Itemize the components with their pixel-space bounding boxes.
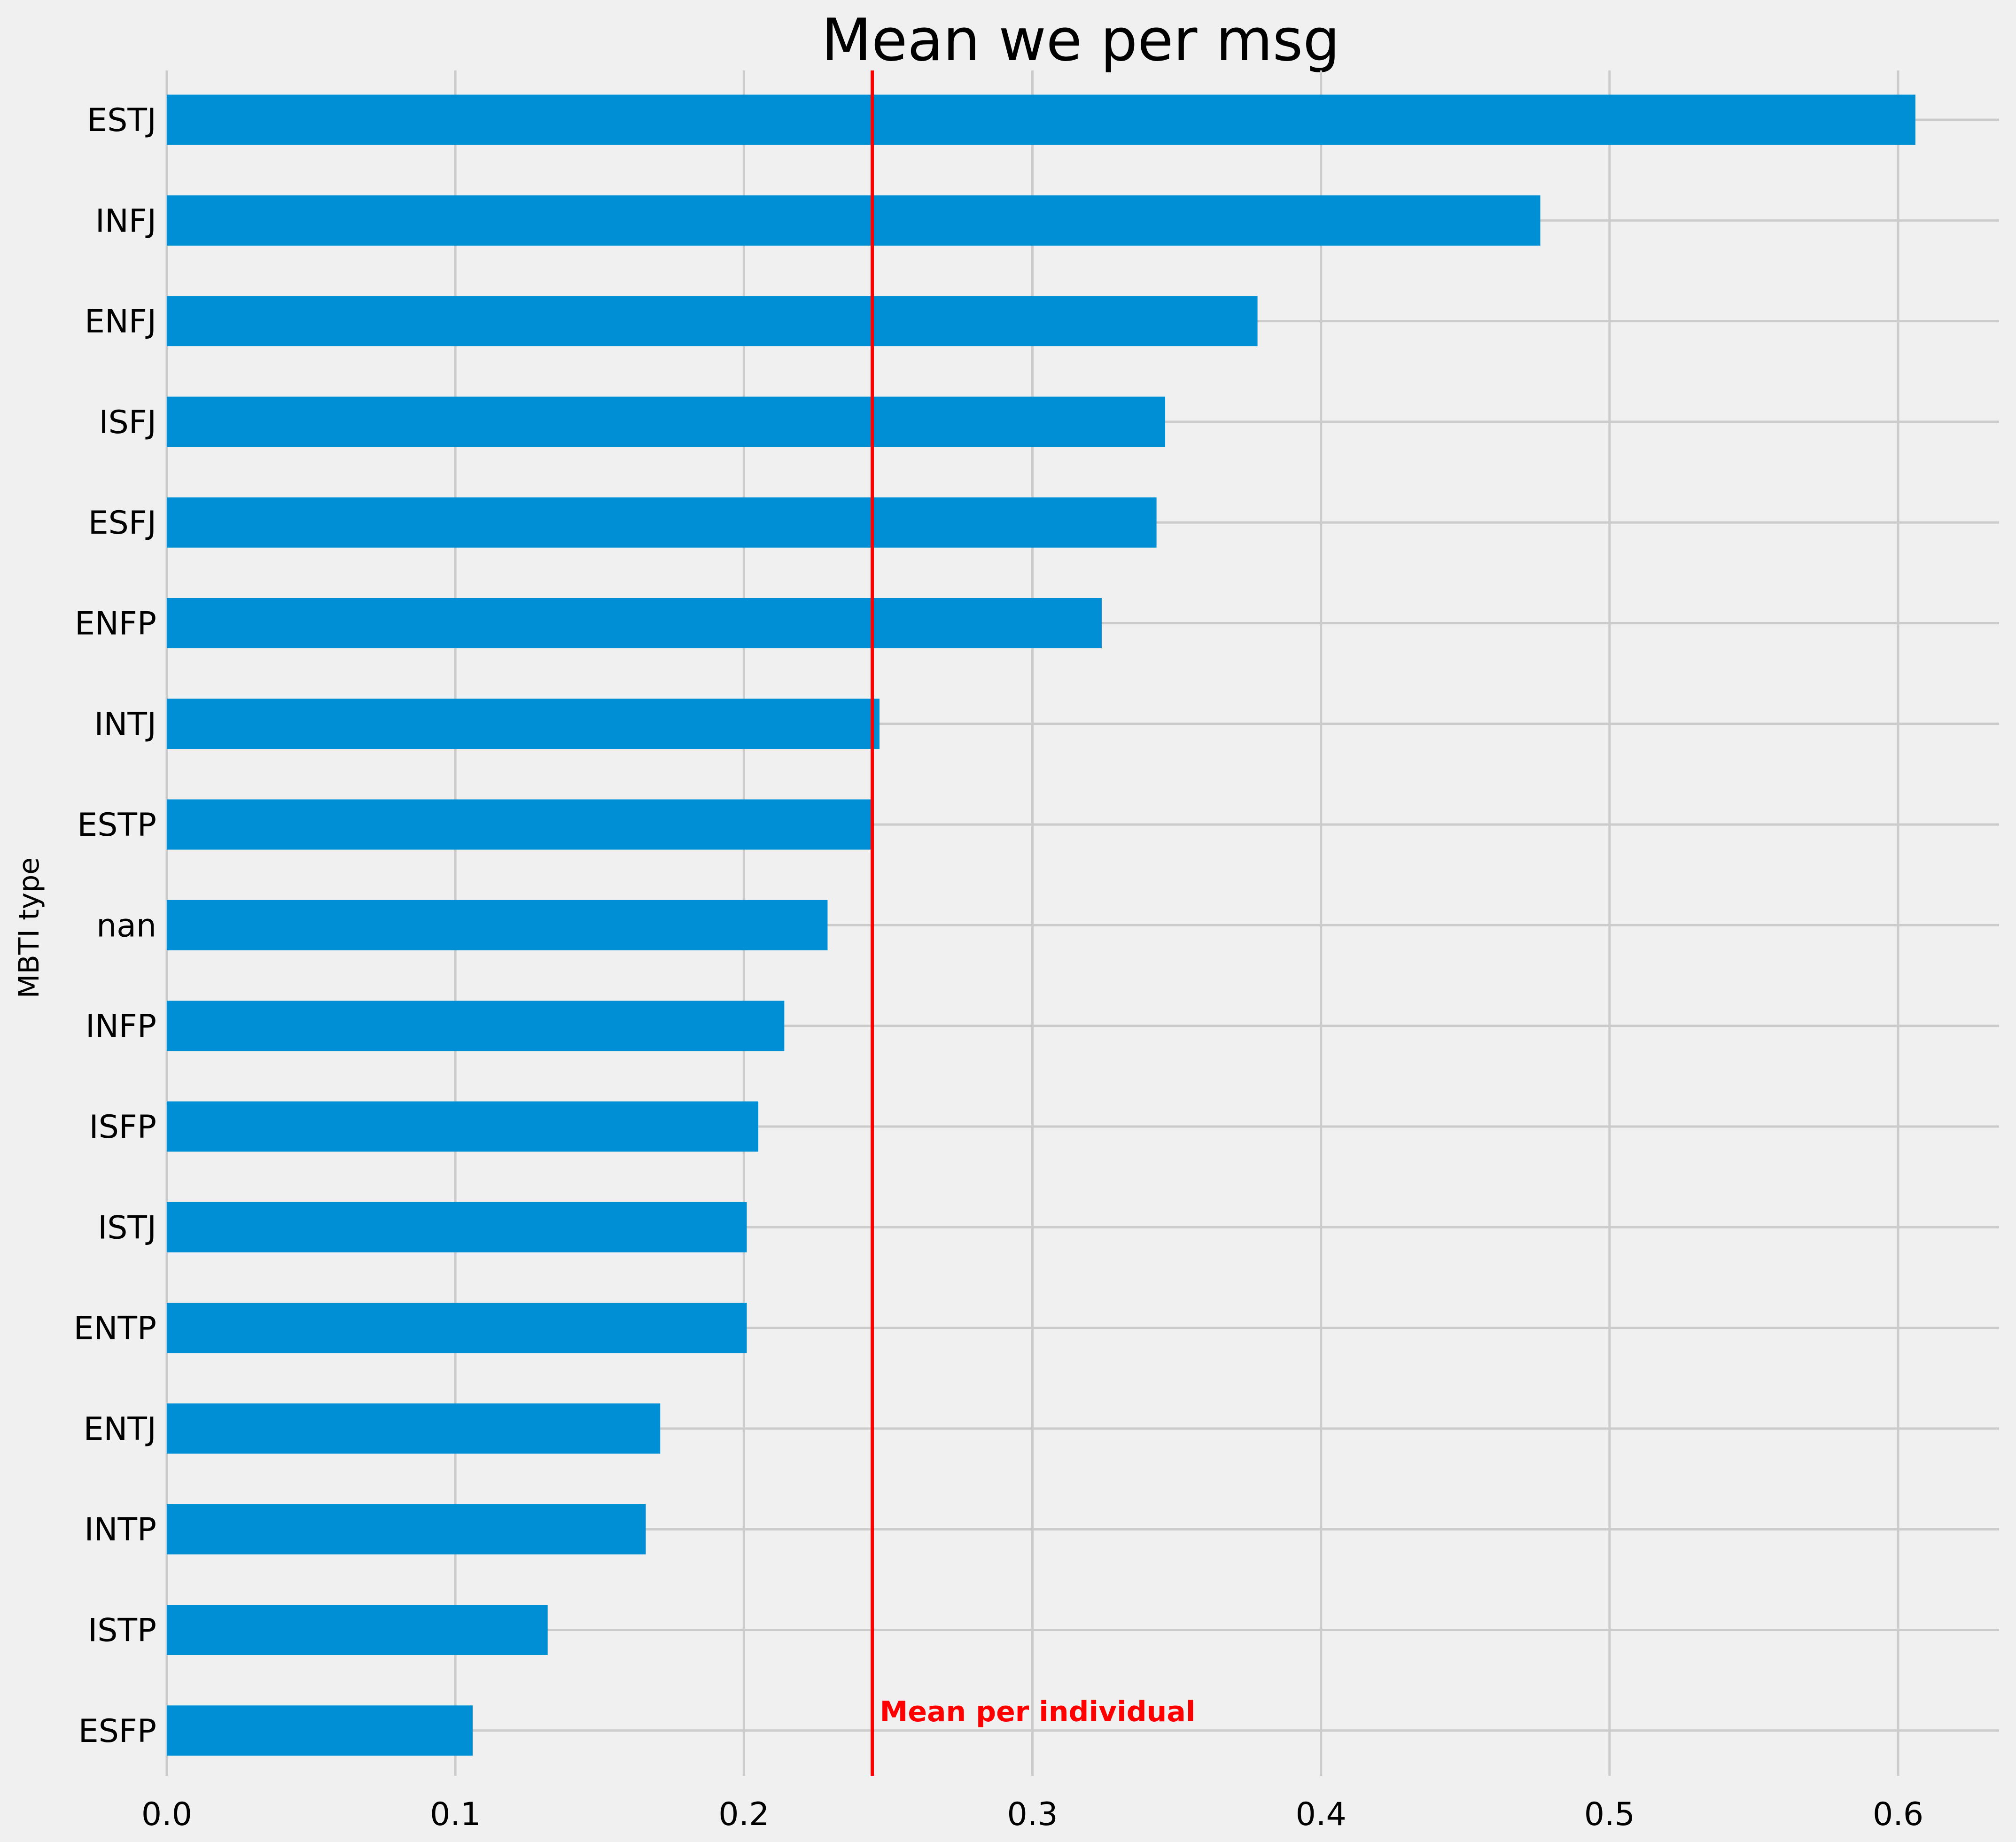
y-tick-label: INFJ [95,202,156,240]
y-tick-label: INTP [85,1511,156,1548]
bar [167,1504,646,1554]
y-tick-labels: ESTJ INFJ ENFJ ISFJ ESFJ ENFP INTJ ESTP nan INFP I… [74,102,156,1750]
x-tick-label: 0.4 [1296,1796,1347,1833]
y-tick-label: ENFP [75,606,156,643]
bar [167,598,1102,648]
bar [167,1001,785,1051]
y-tick-label: nan [96,907,156,944]
y-tick-label: ENFJ [85,303,156,341]
x-tick-label: 0.1 [430,1796,481,1833]
y-tick-label: ISFJ [99,404,156,441]
y-tick-label: ESFJ [88,505,156,542]
x-tick-labels: 0.0 0.1 0.2 0.3 0.4 0.5 0.6 [141,1796,1923,1833]
y-tick-label: ENTJ [84,1411,156,1448]
bar [167,1101,759,1152]
bar [167,296,1258,347]
bar [167,1605,548,1655]
bar [167,1403,661,1454]
x-tick-label: 0.5 [1584,1796,1635,1833]
bar [167,1705,473,1756]
x-tick-label: 0.2 [718,1796,769,1833]
x-tick-label: 0.0 [141,1796,192,1833]
x-tick-label: 0.3 [1007,1796,1058,1833]
y-tick-label: ESTP [77,807,156,844]
bar [167,396,1166,447]
y-tick-label: ISTJ [98,1209,156,1246]
bars [167,94,1915,1756]
bar [167,900,828,950]
x-tick-label: 0.6 [1873,1796,1923,1833]
y-tick-label: ISFP [89,1109,156,1146]
y-tick-label: ISTP [88,1612,156,1649]
bar [167,195,1541,246]
bar [167,799,871,850]
bar [167,699,880,749]
y-tick-label: ESTJ [87,102,156,139]
bar [167,1202,747,1252]
y-tick-label: ESFP [78,1713,156,1750]
bar [167,497,1157,548]
chart-title: Mean we per msg [821,7,1340,74]
bar [167,1303,747,1353]
y-tick-label: ENTP [74,1310,156,1347]
mean-reference-label: Mean per individual [880,1695,1196,1728]
y-axis-label: MBTI type [13,857,46,998]
y-tick-label: INTJ [94,706,156,743]
y-tick-label: INFP [86,1008,156,1045]
bar [167,94,1915,145]
